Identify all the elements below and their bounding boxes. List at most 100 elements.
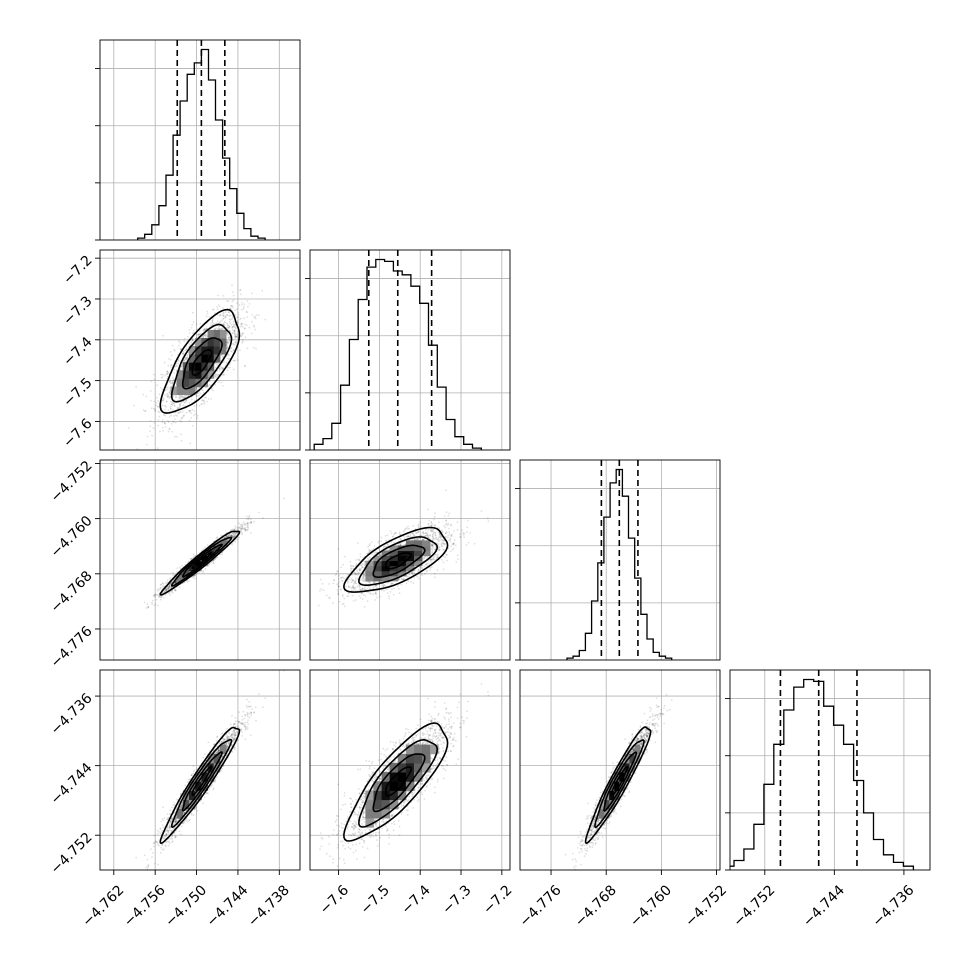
scatter-point xyxy=(166,370,169,373)
scatter-point xyxy=(228,535,231,537)
scatter-point xyxy=(169,583,172,585)
scatter-point xyxy=(447,536,449,539)
scatter-point xyxy=(178,586,181,589)
scatter-point xyxy=(236,330,239,333)
scatter-point xyxy=(179,404,181,407)
scatter-point xyxy=(167,586,170,588)
scatter-point xyxy=(240,324,243,327)
scatter-point xyxy=(203,327,206,330)
scatter-point xyxy=(169,594,172,596)
scatter-point xyxy=(160,373,163,376)
scatter-point xyxy=(338,581,341,584)
scatter-point xyxy=(242,332,245,334)
scatter-point xyxy=(237,529,239,531)
scatter-point xyxy=(196,414,199,417)
scatter-point xyxy=(222,323,225,325)
scatter-point xyxy=(180,395,183,398)
scatter-point xyxy=(431,544,434,546)
scatter-point xyxy=(153,421,156,424)
scatter-point xyxy=(226,332,229,335)
scatter-point xyxy=(343,605,346,608)
scatter-point xyxy=(169,397,171,400)
scatter-point xyxy=(251,314,254,316)
scatter-point xyxy=(228,336,231,339)
scatter-point xyxy=(204,334,207,337)
scatter-point xyxy=(430,521,433,524)
scatter-point xyxy=(232,343,235,346)
scatter-point xyxy=(167,386,169,389)
scatter-point xyxy=(241,322,243,325)
scatter-point xyxy=(442,568,445,571)
scatter-point xyxy=(165,589,167,592)
scatter-point xyxy=(174,589,177,592)
scatter-point xyxy=(233,534,236,536)
density-cell xyxy=(219,540,227,546)
scatter-point xyxy=(174,435,176,438)
scatter-point xyxy=(450,534,453,537)
scatter-point xyxy=(241,527,244,530)
scatter-point xyxy=(411,572,414,575)
scatter-point xyxy=(250,521,253,524)
scatter-point xyxy=(239,288,242,291)
scatter-point xyxy=(230,534,232,537)
contour-line xyxy=(191,551,213,570)
scatter-point xyxy=(231,327,234,329)
scatter-point xyxy=(162,398,164,401)
scatter-point xyxy=(207,398,210,400)
scatter-point xyxy=(217,328,219,331)
scatter-point xyxy=(171,404,174,407)
scatter-point xyxy=(153,378,156,381)
scatter-point xyxy=(182,353,184,355)
scatter-point xyxy=(181,365,183,368)
scatter-point xyxy=(192,577,195,579)
scatter-point xyxy=(399,538,402,540)
scatter-point xyxy=(237,314,240,316)
density-cell xyxy=(195,370,202,379)
scatter-point xyxy=(332,579,335,582)
scatter-point xyxy=(229,314,232,317)
scatter-point xyxy=(193,414,195,417)
scatter-point xyxy=(283,497,285,500)
scatter-point xyxy=(173,372,176,374)
scatter-point xyxy=(220,534,223,537)
scatter-point xyxy=(206,544,209,546)
scatter-point xyxy=(234,333,236,335)
scatter-point xyxy=(450,545,453,548)
scatter-point xyxy=(188,332,191,334)
scatter-point xyxy=(238,527,240,529)
scatter-point xyxy=(182,397,184,399)
scatter-point xyxy=(176,415,179,417)
contour-line xyxy=(170,323,233,403)
scatter-point xyxy=(222,312,225,315)
scatter-point xyxy=(165,587,168,590)
scatter-point xyxy=(157,604,160,607)
scatter-point xyxy=(152,599,154,602)
scatter-point xyxy=(231,543,233,546)
scatter-point xyxy=(179,396,182,399)
panel-2-1 xyxy=(309,459,511,661)
density-cell xyxy=(182,570,190,577)
scatter-point xyxy=(162,334,165,337)
scatter-point xyxy=(211,388,214,390)
scatter-point xyxy=(202,389,204,392)
scatter-point xyxy=(155,598,158,601)
scatter-point xyxy=(340,589,342,591)
scatter-point xyxy=(230,347,233,349)
scatter-point xyxy=(178,340,180,343)
scatter-point xyxy=(226,539,229,542)
scatter-point xyxy=(241,341,244,344)
scatter-point xyxy=(165,589,168,592)
scatter-point xyxy=(235,531,238,534)
scatter-point xyxy=(233,531,236,534)
scatter-point xyxy=(222,367,225,370)
scatter-point xyxy=(167,587,170,589)
scatter-point xyxy=(177,412,180,414)
scatter-point xyxy=(234,527,237,529)
scatter-point xyxy=(238,318,241,321)
scatter-point xyxy=(166,582,168,584)
scatter-point xyxy=(169,351,172,353)
scatter-point xyxy=(161,404,164,407)
scatter-point xyxy=(236,538,239,541)
scatter-point xyxy=(451,543,454,546)
